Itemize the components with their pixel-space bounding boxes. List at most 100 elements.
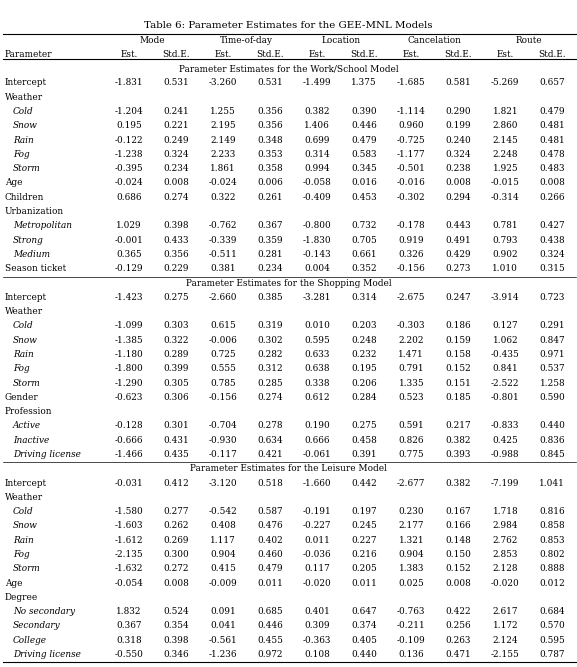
Text: 0.354: 0.354: [163, 622, 189, 630]
Text: 0.381: 0.381: [211, 264, 236, 273]
Text: 0.791: 0.791: [399, 364, 424, 374]
Text: Est.: Est.: [121, 50, 138, 59]
Text: 0.401: 0.401: [304, 607, 330, 616]
Text: 1.041: 1.041: [539, 478, 565, 488]
Text: 0.587: 0.587: [257, 507, 283, 516]
Text: 0.195: 0.195: [351, 364, 377, 374]
Text: -1.099: -1.099: [115, 321, 144, 330]
Text: 0.385: 0.385: [257, 293, 283, 301]
Text: 0.382: 0.382: [445, 436, 471, 445]
Text: 0.919: 0.919: [399, 235, 424, 245]
Text: 0.802: 0.802: [539, 550, 565, 559]
Text: 0.633: 0.633: [305, 350, 330, 359]
Text: -1.580: -1.580: [115, 507, 144, 516]
Text: -0.501: -0.501: [397, 164, 426, 173]
Text: 0.011: 0.011: [257, 578, 283, 588]
Text: -1.114: -1.114: [397, 107, 426, 116]
Text: -0.001: -0.001: [115, 235, 144, 245]
Text: 0.256: 0.256: [445, 622, 471, 630]
Text: 0.291: 0.291: [539, 321, 565, 330]
Text: 0.285: 0.285: [257, 379, 283, 388]
Text: 0.127: 0.127: [493, 321, 518, 330]
Text: 0.686: 0.686: [117, 193, 142, 202]
Text: 0.234: 0.234: [163, 164, 189, 173]
Text: Profession: Profession: [5, 407, 52, 416]
Text: 0.205: 0.205: [351, 564, 377, 574]
Text: 2.762: 2.762: [493, 536, 518, 545]
Text: 1.335: 1.335: [399, 379, 424, 388]
Text: 1.471: 1.471: [398, 350, 424, 359]
Text: 0.274: 0.274: [163, 193, 189, 202]
Text: -0.211: -0.211: [397, 622, 426, 630]
Text: 0.661: 0.661: [351, 250, 377, 259]
Text: 0.216: 0.216: [351, 550, 377, 559]
Text: -1.385: -1.385: [115, 336, 144, 345]
Text: 0.152: 0.152: [445, 364, 471, 374]
Text: -0.061: -0.061: [303, 450, 332, 459]
Text: 0.197: 0.197: [351, 507, 377, 516]
Text: -0.009: -0.009: [209, 578, 238, 588]
Text: 0.314: 0.314: [304, 150, 330, 159]
Text: -1.238: -1.238: [115, 150, 143, 159]
Text: -0.129: -0.129: [115, 264, 144, 273]
Text: Weather: Weather: [5, 93, 43, 102]
Text: Fog: Fog: [13, 364, 29, 374]
Text: 0.315: 0.315: [539, 264, 565, 273]
Text: 0.263: 0.263: [445, 636, 471, 645]
Text: -3.120: -3.120: [209, 478, 238, 488]
Text: 1.383: 1.383: [399, 564, 424, 574]
Text: -1.180: -1.180: [115, 350, 144, 359]
Text: 0.303: 0.303: [163, 321, 189, 330]
Text: 0.904: 0.904: [398, 550, 424, 559]
Text: 0.199: 0.199: [445, 121, 471, 130]
Text: 0.781: 0.781: [493, 221, 518, 230]
Text: 0.300: 0.300: [163, 550, 189, 559]
Text: Gender: Gender: [5, 393, 38, 402]
Text: -1.685: -1.685: [397, 79, 426, 87]
Text: 0.012: 0.012: [539, 578, 565, 588]
Text: Storm: Storm: [13, 164, 40, 173]
Text: -0.058: -0.058: [303, 179, 332, 187]
Text: -0.395: -0.395: [115, 164, 144, 173]
Text: Intercept: Intercept: [5, 478, 47, 488]
Text: Children: Children: [5, 193, 44, 202]
Text: Mode: Mode: [140, 35, 166, 45]
Text: 0.442: 0.442: [351, 478, 377, 488]
Text: -0.363: -0.363: [303, 636, 331, 645]
Text: 2.128: 2.128: [493, 564, 518, 574]
Text: -0.020: -0.020: [491, 578, 520, 588]
Text: 0.221: 0.221: [163, 121, 189, 130]
Text: 0.537: 0.537: [539, 364, 565, 374]
Text: Intercept: Intercept: [5, 79, 47, 87]
Text: 0.435: 0.435: [163, 450, 189, 459]
Text: 0.422: 0.422: [445, 607, 471, 616]
Text: 0.248: 0.248: [351, 336, 377, 345]
Text: 0.595: 0.595: [539, 636, 565, 645]
Text: 0.972: 0.972: [257, 650, 283, 659]
Text: -0.314: -0.314: [491, 193, 520, 202]
Text: 0.306: 0.306: [163, 393, 189, 402]
Text: -0.435: -0.435: [491, 350, 520, 359]
Text: 0.294: 0.294: [445, 193, 471, 202]
Text: College: College: [13, 636, 47, 645]
Text: -0.227: -0.227: [303, 522, 331, 530]
Text: Inactive: Inactive: [13, 436, 49, 445]
Text: 0.245: 0.245: [351, 522, 377, 530]
Text: 0.261: 0.261: [257, 193, 283, 202]
Text: Snow: Snow: [13, 336, 38, 345]
Text: -0.128: -0.128: [115, 422, 144, 430]
Text: 0.460: 0.460: [257, 550, 283, 559]
Text: 0.595: 0.595: [304, 336, 330, 345]
Text: 0.353: 0.353: [257, 150, 283, 159]
Text: 0.479: 0.479: [351, 135, 377, 145]
Text: Std.E.: Std.E.: [538, 50, 566, 59]
Text: -1.660: -1.660: [303, 478, 332, 488]
Text: 2.124: 2.124: [493, 636, 518, 645]
Text: 0.666: 0.666: [305, 436, 330, 445]
Text: 0.167: 0.167: [445, 507, 471, 516]
Text: Cold: Cold: [13, 107, 33, 116]
Text: -1.830: -1.830: [303, 235, 332, 245]
Text: 0.227: 0.227: [351, 536, 377, 545]
Text: 2.149: 2.149: [211, 135, 236, 145]
Text: 1.321: 1.321: [399, 536, 424, 545]
